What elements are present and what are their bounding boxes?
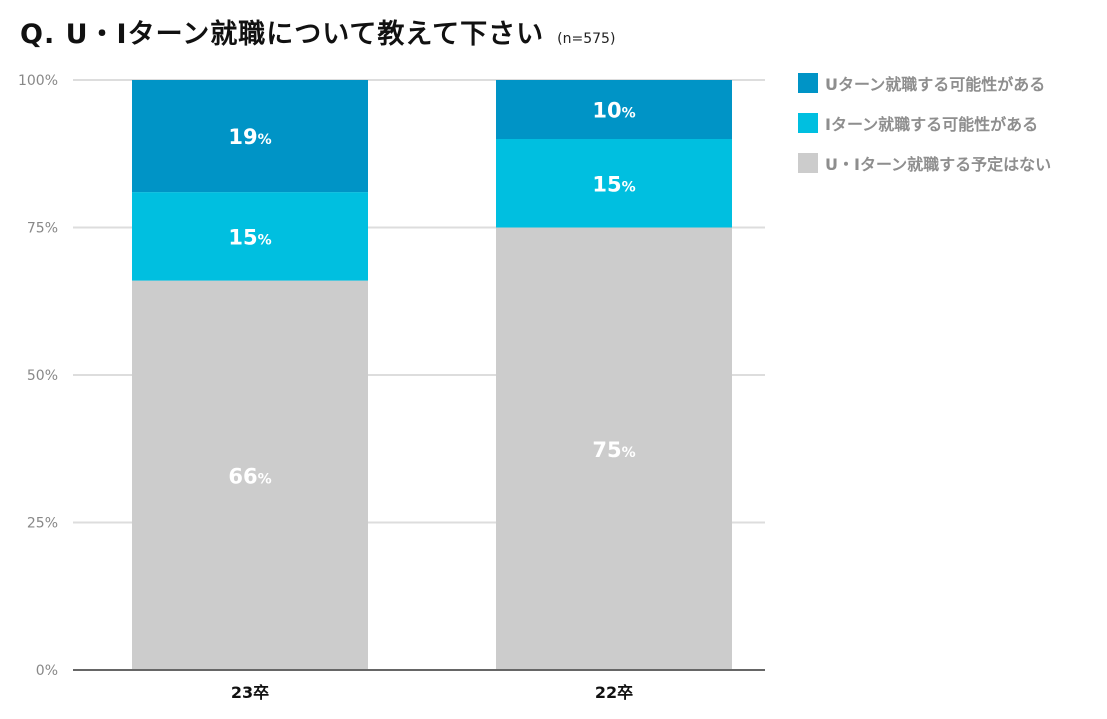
- y-tick-label: 75%: [27, 221, 58, 237]
- data-label: 15%: [592, 172, 635, 196]
- chart-title: Q. U・Iターン就職について教えて下さい: [20, 19, 545, 50]
- data-label: 19%: [228, 125, 271, 149]
- bar-segment: [496, 80, 732, 139]
- legend-swatch: [798, 113, 818, 133]
- data-label: 75%: [592, 438, 635, 462]
- x-tick-label: 23卒: [231, 683, 269, 702]
- data-label: 10%: [592, 99, 635, 123]
- legend-label: Iターン就職する可能性がある: [825, 115, 1039, 134]
- y-axis-ticks: 0% 25% 50% 75% 100%: [18, 73, 58, 679]
- legend-swatch: [798, 73, 818, 93]
- legend-label: Uターン就職する可能性がある: [825, 75, 1046, 94]
- y-tick-label: 100%: [18, 73, 58, 89]
- x-tick-label: 22卒: [595, 683, 633, 702]
- y-tick-label: 0%: [36, 663, 58, 679]
- legend-label: U・Iターン就職する予定はない: [825, 155, 1052, 174]
- data-label: 15%: [228, 225, 271, 249]
- y-tick-label: 50%: [27, 368, 58, 384]
- title-row: Q. U・Iターン就職について教えて下さい (n=575): [20, 12, 615, 51]
- y-tick-label: 25%: [27, 516, 58, 532]
- bar-segment: [132, 80, 368, 193]
- bar-segment: [496, 139, 732, 228]
- stacked-bar-chart: 0% 25% 50% 75% 100% 66% 15% 19% 75% 15% 10% 23卒 22…: [18, 73, 765, 702]
- data-label: 66%: [228, 464, 271, 488]
- legend-item: Uターン就職する可能性がある: [798, 72, 1051, 94]
- chart-subtitle: (n=575): [557, 31, 616, 47]
- data-labels: 66% 15% 19% 75% 15% 10%: [228, 99, 635, 489]
- bar-segment: [496, 227, 732, 670]
- bars: [132, 80, 732, 670]
- legend: Uターン就職する可能性がある Iターン就職する可能性がある U・Iターン就職する予定…: [798, 72, 1051, 192]
- bar-segment: [132, 280, 368, 670]
- bar-segment: [132, 192, 368, 281]
- x-axis: 23卒 22卒: [73, 669, 765, 702]
- legend-item: Iターン就職する可能性がある: [798, 112, 1051, 134]
- legend-item: U・Iターン就職する予定はない: [798, 152, 1051, 174]
- legend-swatch: [798, 153, 818, 173]
